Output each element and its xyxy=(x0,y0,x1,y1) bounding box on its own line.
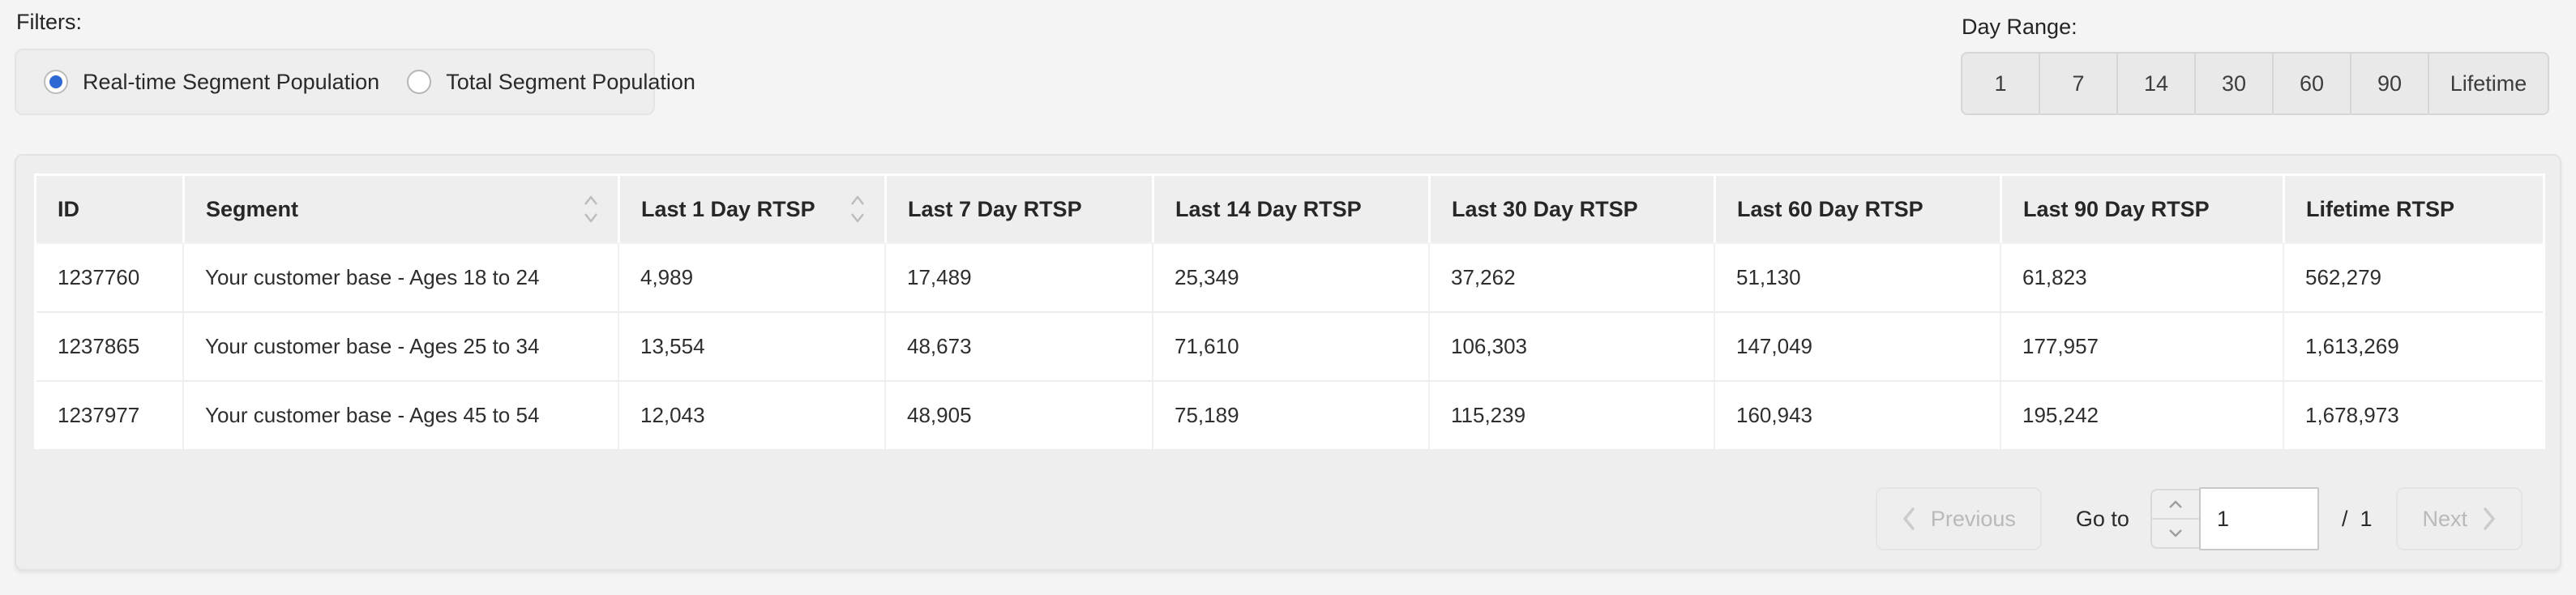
chevron-right-icon xyxy=(2482,507,2497,531)
pagination: Previous Go to / 1 Next xyxy=(1875,486,2523,551)
cell-lifetime: 562,279 xyxy=(2283,244,2543,311)
table-row: 1237865 Your customer base - Ages 25 to … xyxy=(36,311,2543,380)
cell-id: 1237760 xyxy=(36,244,182,311)
chevron-down-icon xyxy=(2167,529,2184,538)
cell-last-30-day: 37,262 xyxy=(1428,244,1714,311)
total-pages-label: / 1 xyxy=(2341,506,2373,531)
radio-realtime-label: Real-time Segment Population xyxy=(83,69,380,94)
page-number-input[interactable] xyxy=(2198,487,2319,550)
cell-segment: Your customer base - Ages 45 to 54 xyxy=(182,382,618,449)
segment-population-table: ID Segment Last 1 Day RTSP Last 7 Day RT… xyxy=(34,173,2545,449)
radio-total-segment-population[interactable]: Total Segment Population xyxy=(407,70,695,95)
column-header-lifetime-rtsp: Lifetime RTSP xyxy=(2283,176,2543,242)
cell-last-90-day: 177,957 xyxy=(2000,313,2283,380)
day-range-button-30[interactable]: 30 xyxy=(2194,52,2274,115)
chevron-left-icon xyxy=(1902,507,1916,531)
column-header-last-7-day-rtsp: Last 7 Day RTSP xyxy=(884,176,1152,242)
cell-last-1-day: 13,554 xyxy=(618,313,884,380)
cell-id: 1237977 xyxy=(36,382,182,449)
column-header-segment[interactable]: Segment xyxy=(182,176,618,242)
table-body: 1237760 Your customer base - Ages 18 to … xyxy=(36,242,2543,449)
next-page-button[interactable]: Next xyxy=(2396,487,2523,550)
radio-realtime-segment-population[interactable]: Real-time Segment Population xyxy=(44,70,379,95)
cell-last-14-day: 71,610 xyxy=(1152,313,1428,380)
cell-last-90-day: 195,242 xyxy=(2000,382,2283,449)
column-header-last-1-day-rtsp[interactable]: Last 1 Day RTSP xyxy=(618,176,884,242)
previous-label: Previous xyxy=(1930,506,2016,531)
cell-last-7-day: 48,673 xyxy=(884,313,1152,380)
cell-lifetime: 1,678,973 xyxy=(2283,382,2543,449)
cell-id: 1237865 xyxy=(36,313,182,380)
cell-segment: Your customer base - Ages 25 to 34 xyxy=(182,313,618,380)
radio-selected-icon[interactable] xyxy=(44,70,68,94)
cell-last-30-day: 106,303 xyxy=(1428,313,1714,380)
day-range-button-90[interactable]: 90 xyxy=(2350,52,2429,115)
cell-last-7-day: 48,905 xyxy=(884,382,1152,449)
column-header-last-60-day-rtsp: Last 60 Day RTSP xyxy=(1714,176,2000,242)
filters-label: Filters: xyxy=(16,10,82,34)
column-header-last-30-day-rtsp: Last 30 Day RTSP xyxy=(1428,176,1714,242)
cell-last-14-day: 25,349 xyxy=(1152,244,1428,311)
go-to-label: Go to xyxy=(2075,506,2129,531)
day-range-button-group: 1 7 14 30 60 90 Lifetime xyxy=(1961,52,2549,115)
cell-lifetime: 1,613,269 xyxy=(2283,313,2543,380)
column-header-id: ID xyxy=(36,176,182,242)
chevron-up-icon xyxy=(2167,499,2184,509)
cell-last-60-day: 160,943 xyxy=(1714,382,2000,449)
column-header-last-90-day-rtsp: Last 90 Day RTSP xyxy=(2000,176,2283,242)
cell-last-60-day: 51,130 xyxy=(1714,244,2000,311)
sort-icon[interactable] xyxy=(849,193,867,225)
day-range-button-60[interactable]: 60 xyxy=(2272,52,2351,115)
day-range-button-7[interactable]: 7 xyxy=(2039,52,2118,115)
radio-unselected-icon[interactable] xyxy=(407,70,432,94)
cell-last-60-day: 147,049 xyxy=(1714,313,2000,380)
previous-page-button[interactable]: Previous xyxy=(1875,487,2042,550)
cell-last-1-day: 12,043 xyxy=(618,382,884,449)
day-range-button-1[interactable]: 1 xyxy=(1961,52,2040,115)
cell-last-90-day: 61,823 xyxy=(2000,244,2283,311)
cell-last-14-day: 75,189 xyxy=(1152,382,1428,449)
radio-total-label: Total Segment Population xyxy=(446,69,695,94)
day-range-label: Day Range: xyxy=(1962,15,2077,39)
segment-table-panel: ID Segment Last 1 Day RTSP Last 7 Day RT… xyxy=(15,154,2561,571)
stepper-down-button[interactable] xyxy=(2151,518,2199,547)
next-label: Next xyxy=(2422,506,2467,531)
day-range-button-14[interactable]: 14 xyxy=(2116,52,2196,115)
table-header-row: ID Segment Last 1 Day RTSP Last 7 Day RT… xyxy=(36,176,2543,242)
table-row: 1237977 Your customer base - Ages 45 to … xyxy=(36,380,2543,449)
stepper-up-button[interactable] xyxy=(2152,490,2199,518)
page-number-stepper xyxy=(2150,489,2199,549)
column-header-last-14-day-rtsp: Last 14 Day RTSP xyxy=(1152,176,1428,242)
cell-last-30-day: 115,239 xyxy=(1428,382,1714,449)
day-range-button-lifetime[interactable]: Lifetime xyxy=(2428,52,2549,115)
table-row: 1237760 Your customer base - Ages 18 to … xyxy=(36,242,2543,311)
cell-last-7-day: 17,489 xyxy=(884,244,1152,311)
cell-last-1-day: 4,989 xyxy=(618,244,884,311)
population-filter-group: Real-time Segment Population Total Segme… xyxy=(15,49,695,115)
cell-segment: Your customer base - Ages 18 to 24 xyxy=(182,244,618,311)
sort-icon[interactable] xyxy=(582,193,600,225)
